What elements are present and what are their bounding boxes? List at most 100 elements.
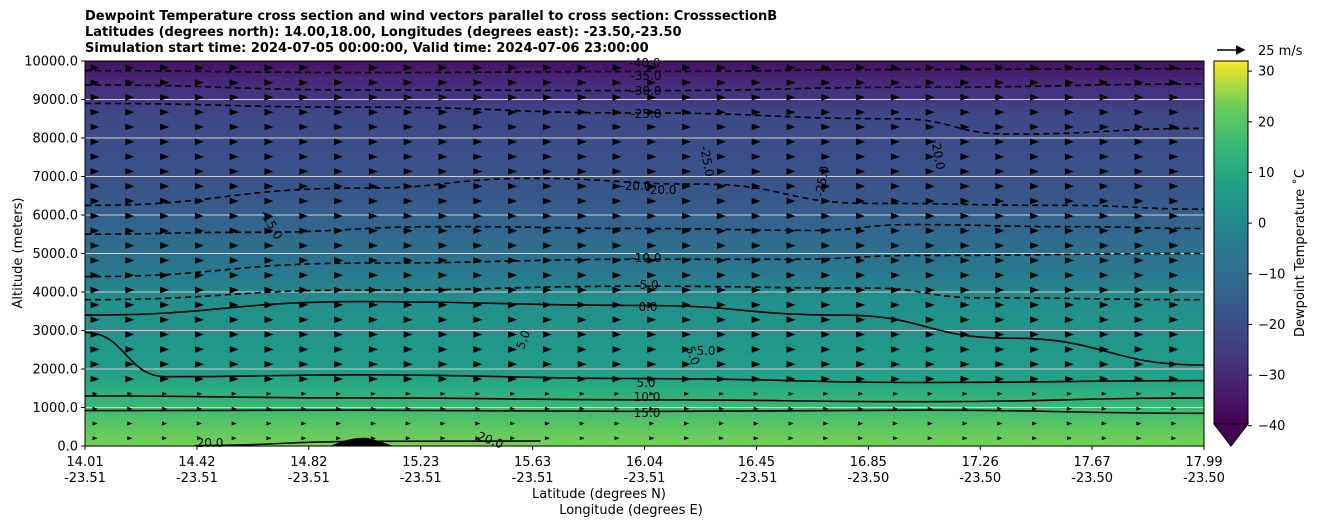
wind-vector-icon [786, 183, 796, 190]
wind-vector-icon [821, 123, 831, 131]
wind-vector-icon [614, 436, 620, 441]
dewpoint-band [85, 191, 1204, 197]
wind-vector-icon [264, 346, 274, 353]
wind-vector-icon [1099, 316, 1109, 323]
dewpoint-band [85, 253, 1204, 258]
contour-lines [84, 67, 1205, 447]
wind-vector-icon [542, 138, 552, 146]
y-axis-label: Altitude (meters) [11, 198, 26, 309]
wind-vector-icon [542, 242, 552, 249]
wind-vector-icon [405, 406, 411, 411]
wind-vector-icon [716, 123, 726, 131]
dewpoint-band [85, 299, 1204, 305]
wind-vector-icon [960, 375, 970, 383]
wind-vector-icon [125, 286, 135, 294]
wind-vector-icon [92, 406, 98, 411]
wind-vector-icon [125, 197, 135, 205]
wind-vector-icon [90, 108, 100, 116]
wind-vector-icon [960, 331, 970, 338]
wind-vector-icon [995, 316, 1005, 323]
dewpoint-band [85, 80, 1204, 85]
wind-vector-icon [612, 79, 622, 86]
x-tick-lat: 17.26 [962, 455, 999, 470]
wind-vector-icon [1030, 301, 1040, 309]
contour-line [84, 102, 1205, 135]
wind-vector-icon [856, 346, 866, 353]
wind-vector-icon [162, 391, 168, 396]
wind-vector-icon [438, 227, 448, 235]
wind-vector-icon [508, 272, 518, 279]
wind-vector-icon [821, 108, 831, 116]
wind-vector-icon [368, 64, 378, 71]
wind-vector-icon [1066, 406, 1072, 411]
wind-vector-icon [856, 257, 866, 264]
wind-vector-icon [264, 183, 274, 190]
wind-vector-icon [682, 346, 692, 353]
wind-vector-icon [403, 360, 413, 368]
wind-vector-icon [890, 183, 900, 190]
wind-vector-icon [1169, 108, 1179, 116]
wind-vector-icon [160, 212, 170, 220]
wind-vector-icon [368, 94, 378, 101]
wind-vector-icon [90, 197, 100, 205]
wind-vector-icon [892, 421, 898, 426]
wind-vector-icon [649, 391, 655, 396]
wind-vector-icon [1169, 138, 1179, 146]
wind-vector-icon [160, 272, 170, 279]
wind-vector-icon [716, 197, 726, 205]
wind-vector-icon [577, 153, 587, 160]
wind-vector-icon [90, 346, 100, 353]
dewpoint-band [85, 272, 1204, 278]
wind-vector-icon [647, 257, 657, 264]
wind-vector-icon [473, 316, 483, 323]
wind-vector-icon [403, 79, 413, 86]
wind-vector-icon [438, 360, 448, 368]
wind-vector-icon [544, 421, 550, 426]
wind-vector-icon [1064, 346, 1074, 353]
wind-vector-icon [751, 168, 761, 175]
wind-vector-icon [1099, 360, 1109, 368]
wind-vector-icon [160, 257, 170, 264]
wind-vector-icon [751, 197, 761, 205]
wind-vector-icon [995, 272, 1005, 279]
dewpoint-band [85, 107, 1204, 112]
wind-vector-icon [647, 242, 657, 249]
wind-vector-icon [229, 316, 239, 323]
wind-vector-icon [1030, 360, 1040, 368]
dewpoint-band [85, 95, 1204, 101]
wind-vector-icon [229, 197, 239, 205]
wind-vector-icon [647, 153, 657, 160]
wind-vector-icon [299, 197, 309, 205]
wind-vector-icon [334, 346, 344, 353]
wind-vector-icon [960, 79, 970, 86]
wind-vector-icon [194, 79, 204, 86]
wind-vector-icon [751, 286, 761, 294]
wind-vector-icon [577, 360, 587, 368]
wind-vector-icon [1134, 272, 1144, 279]
wind-vector-icon [125, 242, 135, 249]
wind-vector-icon [438, 331, 448, 338]
wind-vector-icon [90, 79, 100, 86]
wind-vector-icon [716, 331, 726, 338]
wind-vector-icon [751, 94, 761, 101]
wind-vector-icon [160, 153, 170, 160]
wind-vector-icon [786, 168, 796, 175]
wind-vector-icon [1030, 286, 1040, 294]
dewpoint-band [85, 76, 1204, 81]
x-tick-lat: 15.23 [402, 455, 439, 470]
wind-vector-icon [995, 331, 1005, 338]
wind-vector-icon [821, 94, 831, 101]
wind-vector-icon [334, 316, 344, 323]
wind-vector-icon [1134, 212, 1144, 220]
wind-vector-icon [577, 94, 587, 101]
wind-vector-icon [194, 286, 204, 294]
wind-vector-icon [1032, 436, 1038, 441]
wind-vector-icon [334, 286, 344, 294]
wind-vector-icon [1064, 94, 1074, 101]
wind-vector-icon [751, 316, 761, 323]
wind-vector-icon [368, 153, 378, 160]
wind-vector-icon [438, 64, 448, 71]
wind-vector-icon [544, 436, 550, 441]
wind-vector-icon [856, 272, 866, 279]
wind-vector-icon [194, 331, 204, 338]
